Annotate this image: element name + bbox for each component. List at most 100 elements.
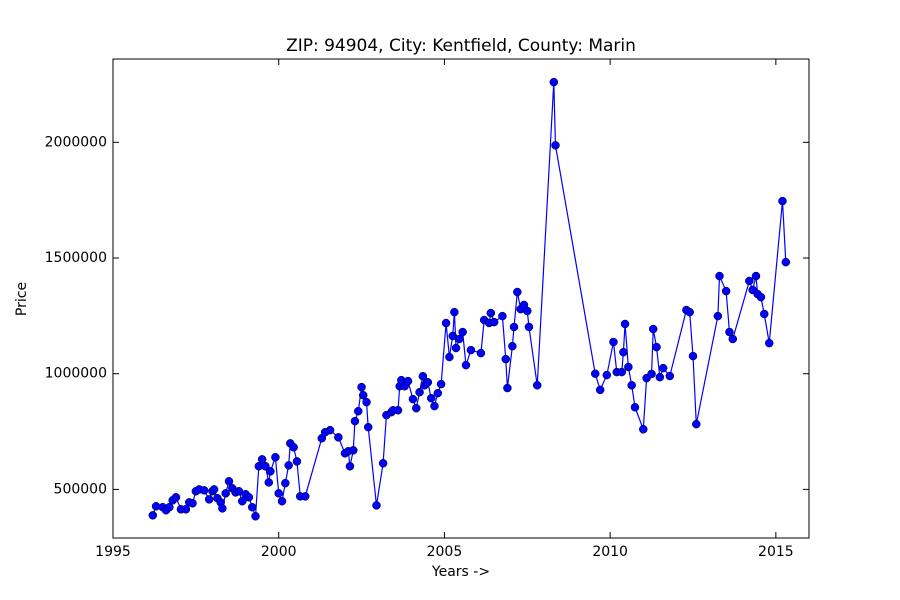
data-point: [415, 387, 424, 397]
data-point: [218, 504, 227, 513]
data-point: [461, 360, 471, 370]
data-point: [271, 452, 280, 462]
data-point: [513, 287, 522, 297]
axes-frame: [112, 58, 810, 539]
data-point: [617, 367, 626, 377]
data-point: [292, 457, 302, 466]
chart-title: ZIP: 94904, City: Kentfield, County: Mar…: [286, 36, 636, 56]
data-point: [549, 77, 559, 87]
data-point: [393, 406, 403, 415]
data-point: [658, 363, 668, 373]
data-point: [745, 276, 754, 286]
data-point: [458, 327, 467, 337]
data-point: [498, 311, 507, 321]
data-point: [489, 317, 499, 327]
data-point: [524, 322, 534, 332]
data-point: [188, 499, 197, 508]
data-point: [257, 455, 267, 464]
data-point: [655, 372, 665, 382]
data-point: [378, 459, 388, 468]
data-point: [455, 334, 464, 344]
data-point: [692, 419, 701, 429]
data-point: [509, 322, 519, 332]
data-point: [624, 362, 633, 372]
data-point: [412, 403, 421, 413]
data-point: [264, 478, 274, 487]
data-point: [627, 381, 636, 390]
data-point: [620, 319, 630, 329]
data-point: [630, 403, 640, 412]
data-point: [648, 324, 658, 334]
data-point: [486, 308, 496, 318]
data-point: [247, 502, 257, 512]
x-tick-label: 2005: [427, 544, 463, 560]
y-axis-label: Price: [14, 282, 30, 316]
data-point: [751, 271, 761, 281]
data-point: [647, 369, 656, 379]
data-point: [204, 495, 214, 504]
x-tick-label: 2015: [758, 544, 794, 560]
data-point: [281, 478, 290, 488]
data-point: [619, 347, 628, 357]
data-point: [199, 486, 209, 495]
data-point: [325, 425, 335, 435]
data-point: [728, 334, 738, 344]
data-point: [532, 381, 542, 390]
x-tick-label: 2000: [261, 544, 297, 560]
data-point: [508, 341, 517, 351]
data-point: [523, 306, 532, 316]
data-point: [418, 372, 428, 381]
data-point: [221, 489, 230, 498]
y-tick-label: 1000000: [45, 366, 107, 382]
data-point: [433, 388, 443, 398]
data-point: [685, 307, 694, 317]
data-point: [349, 446, 358, 455]
data-point: [277, 496, 287, 506]
data-point: [715, 271, 724, 281]
data-point: [652, 342, 661, 352]
data-point: [602, 370, 612, 380]
x-axis-label: Years ->: [431, 564, 490, 580]
data-point: [430, 401, 439, 411]
data-point: [148, 511, 158, 520]
data-point: [476, 348, 486, 358]
y-tick-label: 500000: [54, 481, 107, 497]
data-point: [436, 379, 446, 389]
y-tick-label: 2000000: [45, 134, 107, 150]
data-point: [300, 492, 310, 501]
data-point: [466, 345, 476, 355]
data-point: [251, 511, 260, 521]
data-point: [760, 309, 769, 319]
data-point: [609, 337, 618, 347]
data-point: [289, 443, 298, 452]
data-point: [363, 422, 373, 432]
data-point: [334, 433, 343, 442]
data-point: [284, 461, 293, 470]
data-point: [595, 385, 605, 395]
data-point: [778, 196, 787, 206]
data-point: [445, 352, 454, 362]
data-point: [372, 501, 381, 510]
data-point: [426, 393, 436, 403]
data-point: [590, 369, 600, 378]
data-point: [503, 383, 512, 393]
data-point: [354, 406, 363, 416]
data-point: [725, 327, 734, 337]
data-point: [181, 505, 191, 514]
data-point: [224, 477, 234, 486]
data-point: [165, 502, 174, 512]
data-point: [781, 257, 791, 267]
data-point: [357, 382, 366, 392]
plot-area: 1995 2000 2005 2010 2015 500000 1000000 1500000…: [45, 59, 809, 560]
data-point: [238, 496, 247, 506]
data-point: [501, 354, 510, 364]
data-point: [713, 311, 723, 321]
y-tick-label: 1500000: [45, 250, 107, 266]
data-point: [756, 292, 766, 302]
data-point: [345, 462, 355, 471]
data-point: [551, 141, 560, 150]
data-point: [764, 338, 774, 348]
